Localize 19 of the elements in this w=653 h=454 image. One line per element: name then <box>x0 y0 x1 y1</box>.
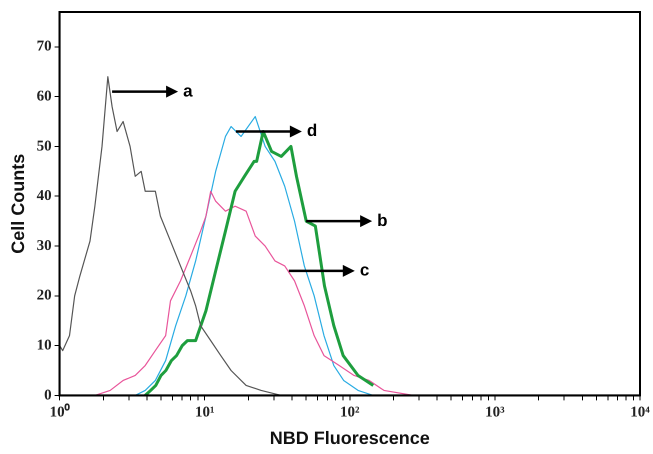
x-tick-label: 10³ <box>485 404 506 420</box>
y-tick-label: 20 <box>36 288 52 304</box>
y-tick-label: 10 <box>36 337 52 354</box>
x-tick-label: 10² <box>340 404 360 420</box>
annotation: c <box>360 260 370 280</box>
y-tick-label: 0 <box>44 387 52 404</box>
annotation: d <box>306 121 318 140</box>
annotation: a <box>183 81 194 100</box>
y-tick-label: 70 <box>36 38 52 55</box>
x-tick-label: 10¹ <box>194 404 214 420</box>
y-tick-label: 60 <box>36 88 52 105</box>
y-tick-label: 50 <box>36 138 52 154</box>
annotation: b <box>377 210 388 230</box>
y-axis-title: Cell Counts <box>8 154 28 254</box>
y-tick-label: 30 <box>36 238 52 254</box>
x-tick-label: 10⁰ <box>50 402 71 420</box>
x-tick-label: 10⁴ <box>630 404 650 420</box>
y-tick-label: 40 <box>36 188 52 204</box>
x-axis-title: NBD Fluorescence <box>270 428 430 448</box>
